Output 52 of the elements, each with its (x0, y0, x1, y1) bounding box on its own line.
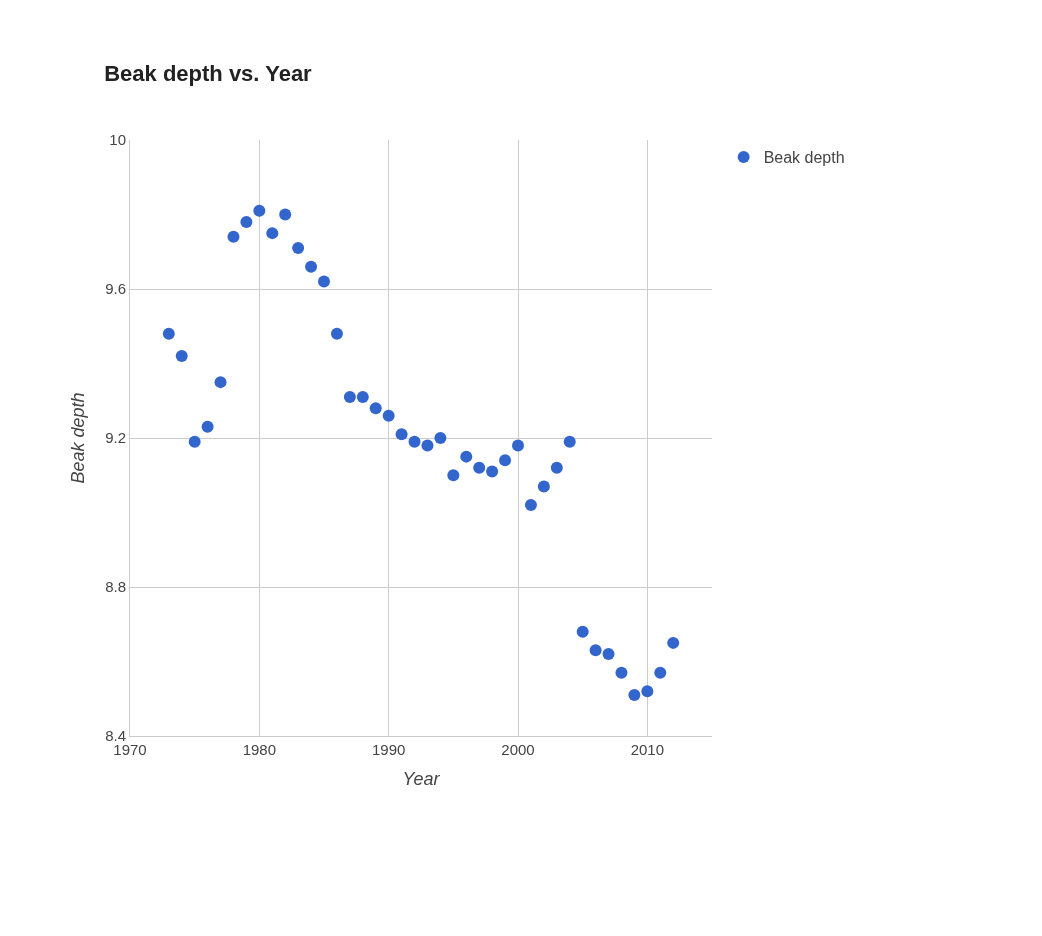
point (589, 644, 602, 657)
point (408, 435, 421, 448)
point (641, 685, 654, 698)
point (227, 230, 240, 243)
legend-label: Beak depth (763, 149, 845, 167)
point (486, 465, 499, 478)
x-tick-label: 2010 (630, 741, 665, 758)
point (175, 350, 188, 363)
point (550, 461, 563, 474)
point (654, 666, 667, 679)
y-tick-label: 8.8 (105, 578, 126, 596)
point (356, 391, 369, 404)
chart-title: Beak depth vs. Year (104, 60, 313, 86)
point (499, 454, 512, 467)
y-axis-title: Beak depth (68, 392, 89, 484)
y-tick-label: 9.6 (105, 280, 126, 298)
point (434, 432, 447, 444)
point (214, 376, 227, 389)
point (292, 242, 305, 255)
x-axis-title: Year (402, 769, 441, 790)
point (318, 275, 330, 288)
point (279, 208, 292, 221)
point (537, 480, 550, 493)
point (512, 439, 524, 452)
point (266, 227, 279, 240)
point (473, 461, 486, 474)
point (188, 435, 201, 448)
point (382, 409, 395, 422)
point (460, 450, 473, 463)
point (201, 420, 214, 433)
point (667, 636, 680, 649)
y-tick-label: 9.2 (105, 429, 126, 447)
x-tick-label: 1980 (242, 741, 277, 758)
point (240, 215, 253, 228)
point (343, 391, 356, 404)
point (602, 648, 615, 661)
point (162, 327, 175, 340)
point (421, 439, 434, 452)
point (253, 204, 266, 217)
point (395, 428, 408, 441)
point (305, 260, 318, 273)
x-tick-label: 2000 (501, 741, 535, 758)
point (576, 625, 589, 638)
point (615, 666, 628, 679)
point (628, 689, 641, 702)
point (524, 499, 537, 512)
point (563, 435, 576, 448)
point (330, 327, 343, 340)
point (369, 402, 382, 415)
point (447, 469, 460, 482)
x-tick-label: 1990 (371, 741, 406, 758)
y-tick-label: 10 (109, 131, 126, 149)
